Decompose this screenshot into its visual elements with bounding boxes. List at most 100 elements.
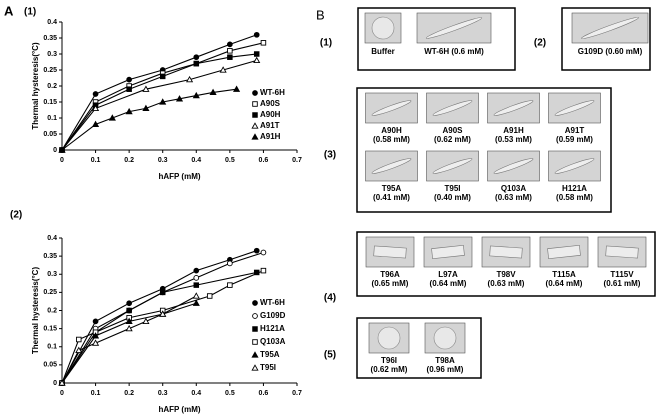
item-conc: (0.6 mM): [451, 47, 484, 56]
x-tick-label: 0.5: [225, 157, 235, 164]
group-box: [356, 87, 612, 213]
x-tick-label: 0.3: [158, 390, 168, 397]
crystal-shape: [605, 245, 639, 259]
legend-label: A91H: [260, 132, 281, 141]
legend-label: WT-6H: [260, 298, 285, 307]
item-label: WT-6H (0.6 mM): [424, 47, 484, 56]
x-tick-label: 0.2: [124, 157, 134, 164]
data-point: [260, 249, 267, 256]
x-tick-label: 0.7: [292, 157, 302, 164]
data-point: [227, 282, 233, 288]
crystal-shape: [489, 245, 523, 259]
group-box: [356, 317, 482, 379]
data-point: [125, 107, 133, 115]
x-axis-label: hAFP (mM): [158, 405, 200, 414]
legend-label: T95A: [260, 350, 280, 359]
data-point: [126, 86, 132, 92]
crystal-shape: [371, 158, 412, 174]
y-tick-label: 0.35: [43, 253, 57, 260]
group-label: (2): [534, 38, 546, 49]
data-point: [209, 88, 217, 96]
data-point: [126, 307, 132, 314]
item-conc: (0.96 mM): [427, 365, 464, 374]
legend-label: Q103A: [260, 337, 286, 346]
data-point: [219, 66, 227, 73]
legend-label: A91T: [260, 121, 280, 130]
item-name: T95A: [382, 184, 402, 193]
y-tick-label: 0.3: [47, 51, 57, 58]
item-name: L97A: [438, 270, 458, 279]
fit-line: [61, 270, 264, 384]
crystal-shape: [493, 158, 534, 174]
data-point: [142, 317, 150, 325]
data-point: [92, 91, 99, 97]
legend-marker: [251, 351, 259, 358]
data-point: [253, 247, 260, 254]
crystal-shape: [432, 158, 473, 174]
data-point: [92, 318, 99, 325]
item-name: Q103A: [501, 184, 527, 193]
item-name: Buffer: [371, 47, 395, 56]
crystal-shape: [425, 17, 483, 39]
group-box: [561, 7, 651, 71]
legend-marker: [252, 112, 258, 118]
data-point: [125, 317, 133, 325]
crystal-shape: [554, 158, 595, 174]
x-axis-label: hAFP (mM): [158, 172, 200, 181]
data-point: [192, 299, 200, 306]
x-tick-label: 0.2: [124, 390, 134, 397]
item-label: G109D (0.60 mM): [578, 47, 643, 56]
group-box: [356, 231, 656, 297]
chart-title: (1): [24, 7, 36, 18]
y-tick-label: 0.2: [47, 83, 57, 90]
crystal-shape: [493, 100, 534, 116]
data-point: [193, 275, 200, 281]
legend-marker: [252, 90, 258, 96]
data-point: [76, 336, 82, 343]
item-name: T98V: [496, 270, 516, 279]
group-label: (3): [324, 150, 336, 161]
data-point: [92, 104, 100, 112]
data-point: [142, 104, 150, 112]
data-point: [126, 76, 132, 83]
legend-marker: [251, 133, 259, 140]
item-conc: (0.41 mM): [373, 193, 410, 202]
panel-label: A: [4, 3, 14, 18]
y-tick-label: 0.05: [43, 362, 57, 369]
y-tick-label: 0.25: [43, 67, 57, 74]
x-tick-label: 0.7: [292, 390, 302, 397]
data-point: [253, 51, 260, 57]
item-conc: (0.60 mM): [605, 47, 642, 56]
legend-marker: [252, 313, 258, 319]
x-tick-label: 0.1: [91, 157, 101, 164]
data-point: [227, 41, 233, 48]
y-tick-label: 0.4: [47, 19, 57, 26]
legend-label: A90S: [260, 99, 281, 108]
y-tick-label: 0.1: [47, 115, 57, 122]
item-conc: (0.63 mM): [495, 193, 532, 202]
data-point: [126, 300, 132, 307]
crystal-shape: [377, 326, 401, 350]
item-name: A91T: [565, 126, 585, 135]
data-point: [192, 292, 200, 299]
crystal-image: [426, 150, 479, 182]
legend-marker: [252, 326, 258, 332]
item-name: A90S: [442, 126, 463, 135]
data-point: [108, 114, 116, 121]
legend-label: G109D: [260, 311, 286, 320]
data-point: [92, 332, 100, 339]
y-axis-label: Thermal hysteresis(°C): [31, 42, 40, 130]
crystal-shape: [431, 245, 465, 259]
item-conc: (0.64 mM): [546, 279, 583, 288]
data-point: [227, 260, 233, 267]
data-point: [227, 54, 233, 60]
crystal-shape: [432, 100, 473, 116]
y-tick-label: 0.3: [47, 271, 57, 278]
legend-marker: [251, 122, 259, 129]
fit-line: [61, 59, 257, 151]
x-tick-label: 0.6: [259, 390, 269, 397]
item-conc: (0.64 mM): [430, 279, 467, 288]
x-tick-label: 0.4: [191, 157, 201, 164]
item-conc: (0.62 mM): [371, 365, 408, 374]
